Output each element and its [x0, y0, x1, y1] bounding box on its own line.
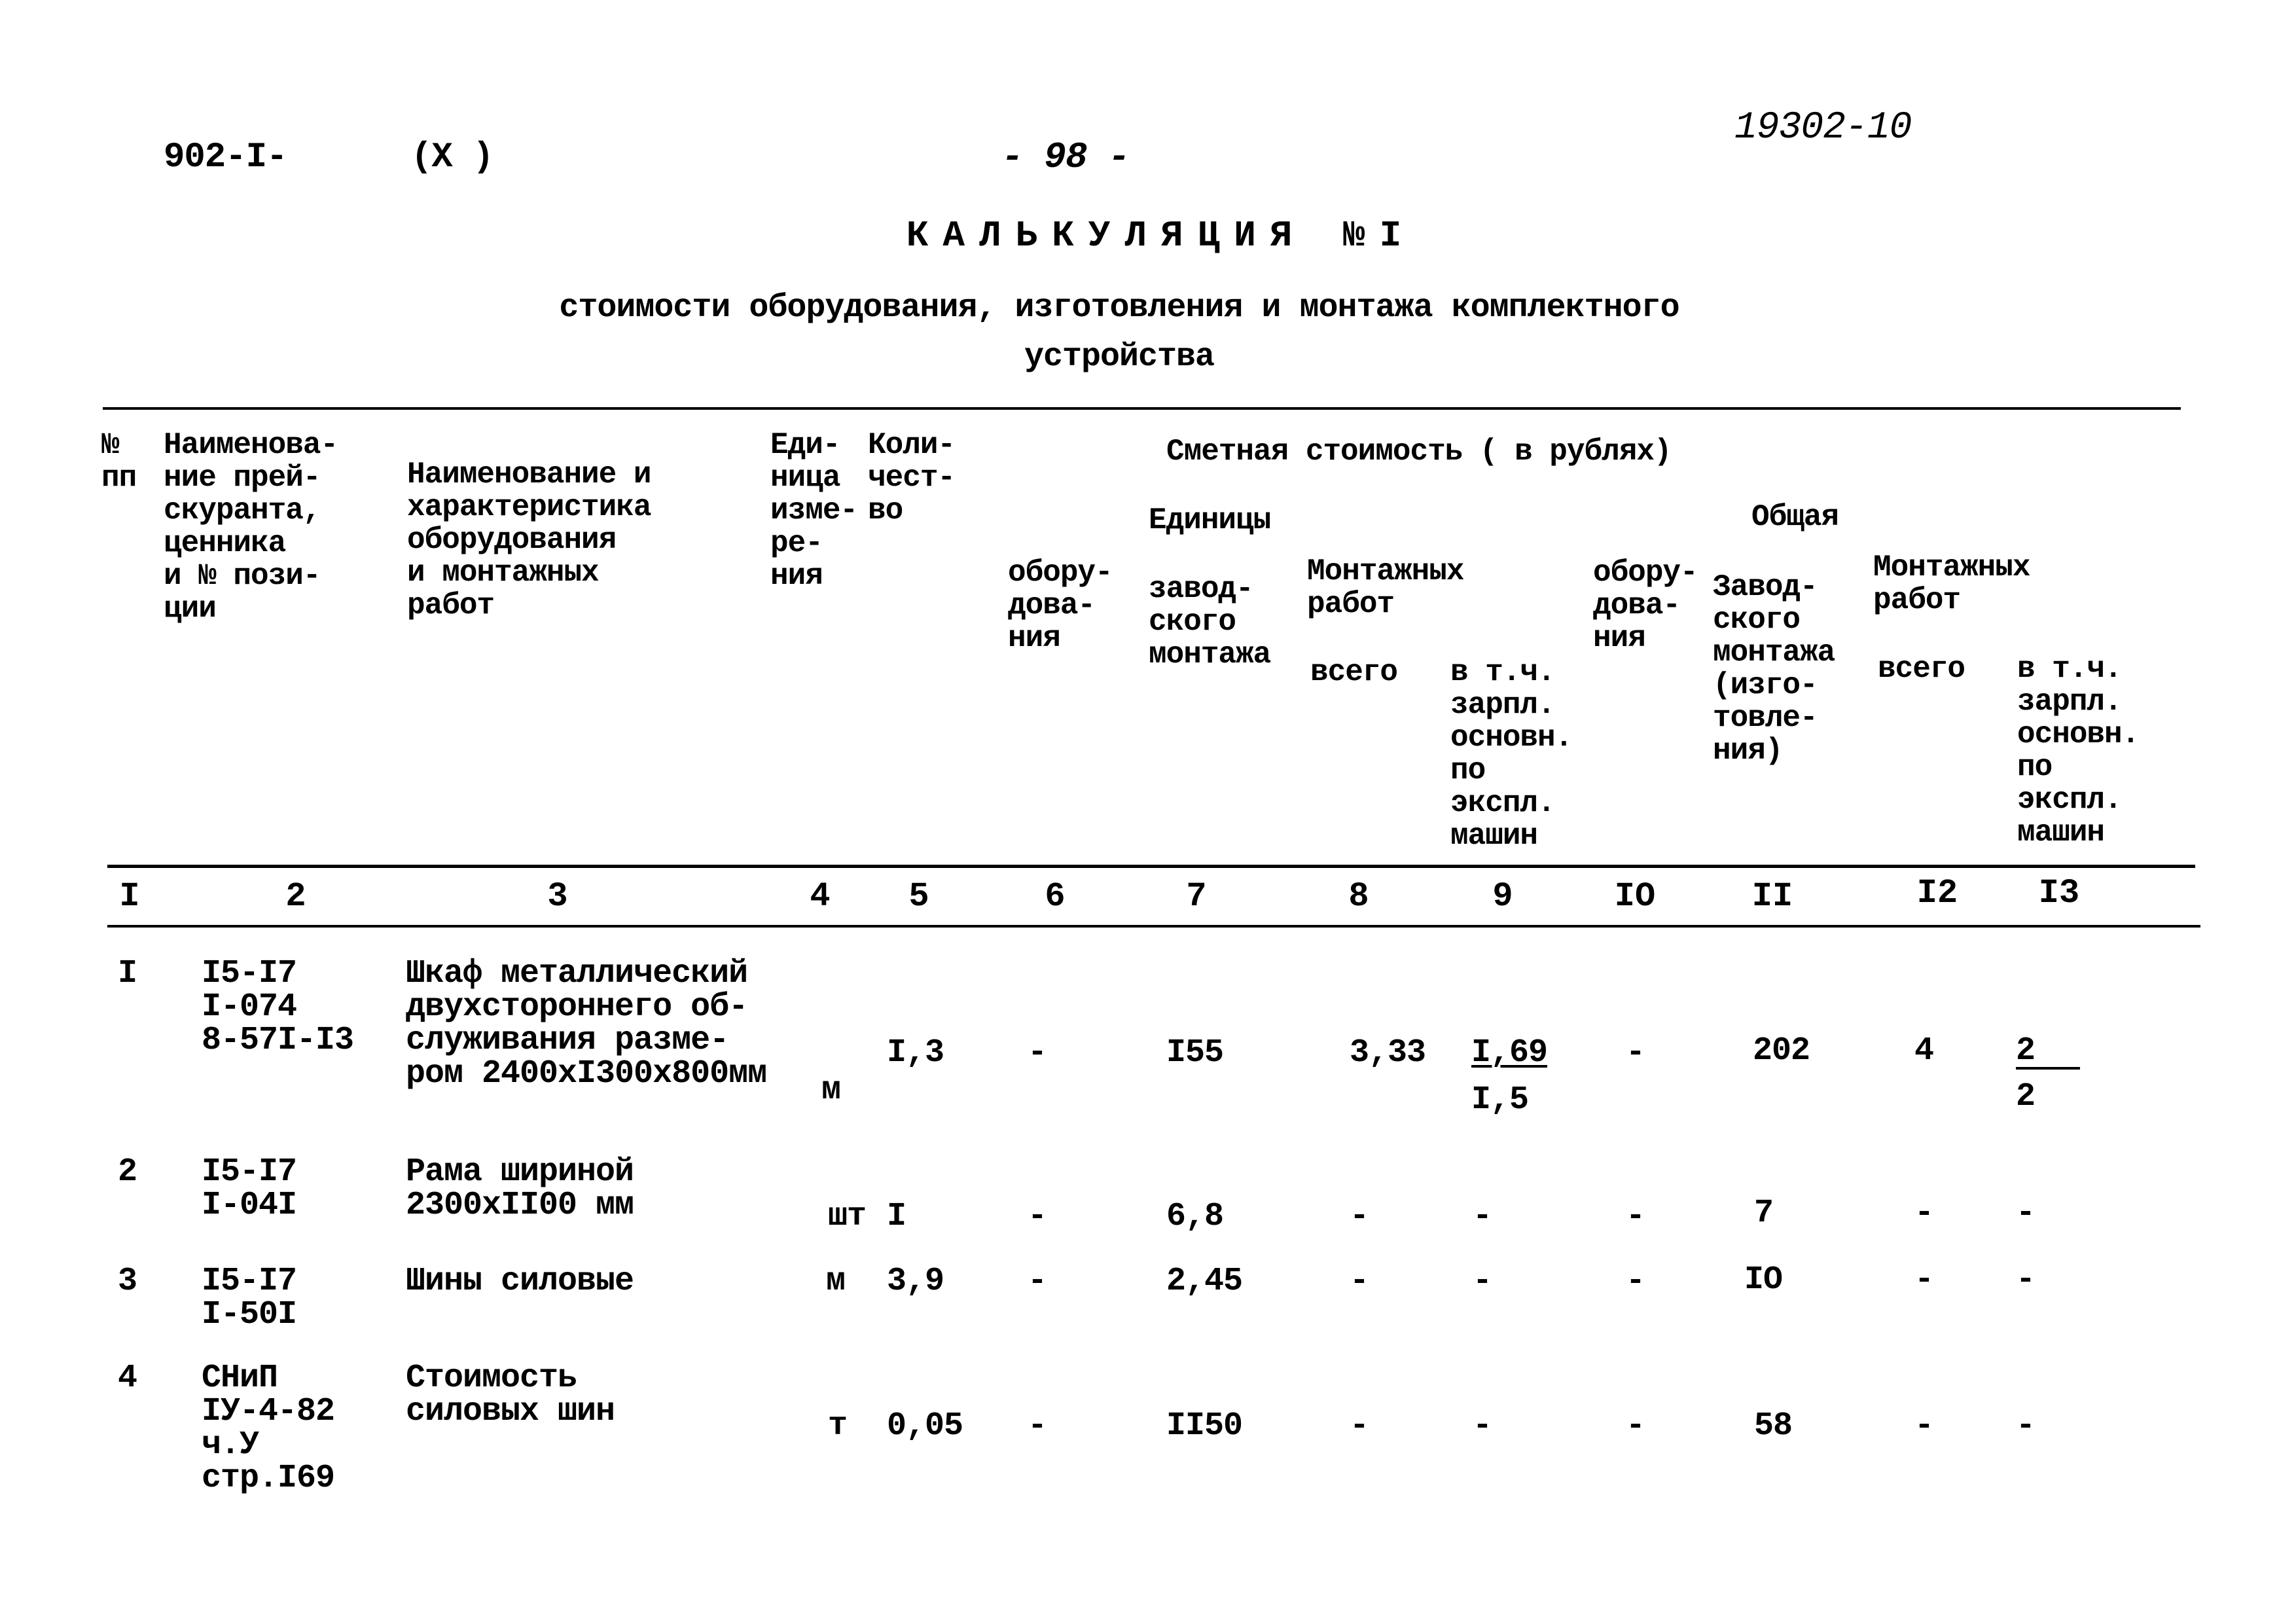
header-group-cost: Сметная стоимость ( в рублях): [1166, 435, 1672, 469]
row-equipment: -: [1028, 1198, 1047, 1235]
header-col-name: Наименование и характеристика оборудован…: [407, 458, 651, 623]
row-quantity: I: [887, 1198, 906, 1235]
row-total-factory: 7: [1754, 1195, 1774, 1232]
column-number: I2: [1916, 874, 1958, 912]
row-mount-wage: -: [1473, 1407, 1492, 1445]
row-quantity: I,3: [887, 1034, 944, 1072]
header-col-total-factory: Завод- ского монтажа (изго- товле- ния): [1713, 570, 1835, 768]
row-factory: 2,45: [1166, 1263, 1243, 1300]
fraction-bar: [2016, 1067, 2080, 1070]
document-subtitle-line1: стоимости оборудования, изготовления и м…: [559, 289, 1679, 327]
header-col-unit: Еди- ница изме- ре- ния: [770, 428, 858, 593]
row-total-wage: -: [2016, 1261, 2036, 1299]
row-total-wage: -: [2016, 1195, 2036, 1232]
row-total-equipment: -: [1626, 1407, 1645, 1445]
row-unit: м: [826, 1263, 846, 1300]
row-mount-total: -: [1350, 1407, 1369, 1445]
row-total-factory: 202: [1753, 1032, 1810, 1070]
row-total-mount: -: [1914, 1261, 1934, 1299]
row-code: СНиП IУ-4-82 ч.У стр.I69: [202, 1360, 335, 1497]
column-number: 6: [1045, 877, 1066, 916]
header-group-mount: Монтажных работ: [1307, 554, 1464, 621]
header-col-factory-mount: завод- ского монтажа: [1149, 572, 1271, 672]
row-total-wage: 2: [2016, 1032, 2036, 1070]
header-col-quantity: Коли- чест- во: [868, 428, 956, 528]
column-number: IO: [1614, 877, 1656, 916]
document-code: 902-I-: [164, 137, 287, 177]
column-number: 3: [547, 877, 568, 916]
document-title: КАЛЬКУЛЯЦИЯ №I: [906, 215, 1416, 257]
column-number: 5: [908, 877, 929, 916]
row-mount-wage: I,69: [1471, 1034, 1548, 1072]
row-quantity: 3,9: [887, 1263, 944, 1300]
header-bottom-rule: [107, 865, 2195, 868]
row-total-equipment: -: [1626, 1263, 1645, 1300]
row-quantity: 0,05: [887, 1407, 963, 1445]
row-mount-total: 3,33: [1350, 1034, 1426, 1072]
header-group-unit: Единицы: [1149, 503, 1271, 537]
header-col-total-mount: всего: [1878, 652, 1965, 686]
row-unit: т: [828, 1407, 848, 1445]
row-factory: II50: [1166, 1407, 1243, 1445]
row-total-wage-sub: 2: [2016, 1078, 2036, 1115]
header-col-number: № пп: [101, 428, 137, 495]
row-total-factory: IO: [1744, 1261, 1783, 1299]
column-number: I: [119, 877, 140, 916]
row-number: 2: [118, 1153, 137, 1191]
row-total-equipment: -: [1626, 1198, 1645, 1235]
header-col-mount-total: всего: [1310, 655, 1398, 689]
row-number: 4: [118, 1360, 137, 1397]
column-number: 7: [1186, 877, 1207, 916]
header-col-mount-wage: в т.ч. зарпл. основн. по экспл. машин: [1450, 655, 1573, 853]
header-col-pricelist: Наименова- ние прей- скуранта, ценника и…: [164, 428, 338, 626]
column-number: 2: [285, 877, 306, 916]
page-number: - 98 -: [1001, 136, 1130, 178]
column-numbers-rule: [107, 925, 2200, 928]
row-factory: 6,8: [1166, 1198, 1224, 1235]
header-group-total-mount: Монтажных работ: [1873, 550, 2030, 617]
row-total-equipment: -: [1626, 1034, 1645, 1072]
row-code: I5-I7 I-04I: [202, 1153, 297, 1224]
row-unit: м: [821, 1072, 841, 1109]
row-number: 3: [118, 1263, 137, 1300]
row-mount-total: -: [1350, 1198, 1369, 1235]
column-number: I3: [2038, 874, 2080, 912]
row-name: Шкаф металлический двухстороннего об- сл…: [406, 955, 767, 1092]
row-total-wage: -: [2016, 1407, 2036, 1445]
row-mount-wage: -: [1473, 1263, 1492, 1300]
column-number: 8: [1348, 877, 1369, 916]
row-total-mount: 4: [1914, 1032, 1934, 1070]
row-total-mount: -: [1914, 1407, 1934, 1445]
row-name: Рама шириной 2300хII00 мм: [406, 1153, 634, 1224]
row-total-mount: -: [1914, 1195, 1934, 1232]
document-subtitle-line2: устройства: [1024, 338, 1215, 376]
row-total-factory: 58: [1754, 1407, 1793, 1445]
row-code: I5-I7 I-074 8-57I-I3: [202, 955, 354, 1059]
row-equipment: -: [1028, 1407, 1047, 1445]
section-mark: (X ): [411, 137, 494, 177]
row-equipment: -: [1028, 1034, 1047, 1072]
row-number: I: [118, 955, 137, 992]
header-group-total: Общая: [1751, 500, 1839, 534]
column-number: II: [1751, 877, 1793, 916]
row-name: Стоимость силовых шин: [406, 1360, 615, 1430]
row-factory: I55: [1166, 1034, 1224, 1072]
row-code: I5-I7 I-50I: [202, 1263, 297, 1333]
row-unit: шт: [828, 1198, 867, 1235]
row-mount-wage-sub: I,5: [1471, 1081, 1529, 1119]
header-col-equipment: обору- дова- ния: [1008, 556, 1113, 655]
column-number: 4: [810, 877, 831, 916]
row-name: Шины силовые: [406, 1263, 634, 1300]
handwritten-number: 19302-10: [1734, 107, 1912, 149]
table-top-rule: [103, 407, 2181, 410]
column-number: 9: [1492, 877, 1513, 916]
header-col-total-equipment: обору- дова- ния: [1593, 556, 1698, 655]
header-col-total-wage: в т.ч. зарпл. основн. по экспл. машин: [2017, 652, 2140, 850]
row-equipment: -: [1028, 1263, 1047, 1300]
row-mount-wage: -: [1473, 1198, 1492, 1235]
row-mount-total: -: [1350, 1263, 1369, 1300]
